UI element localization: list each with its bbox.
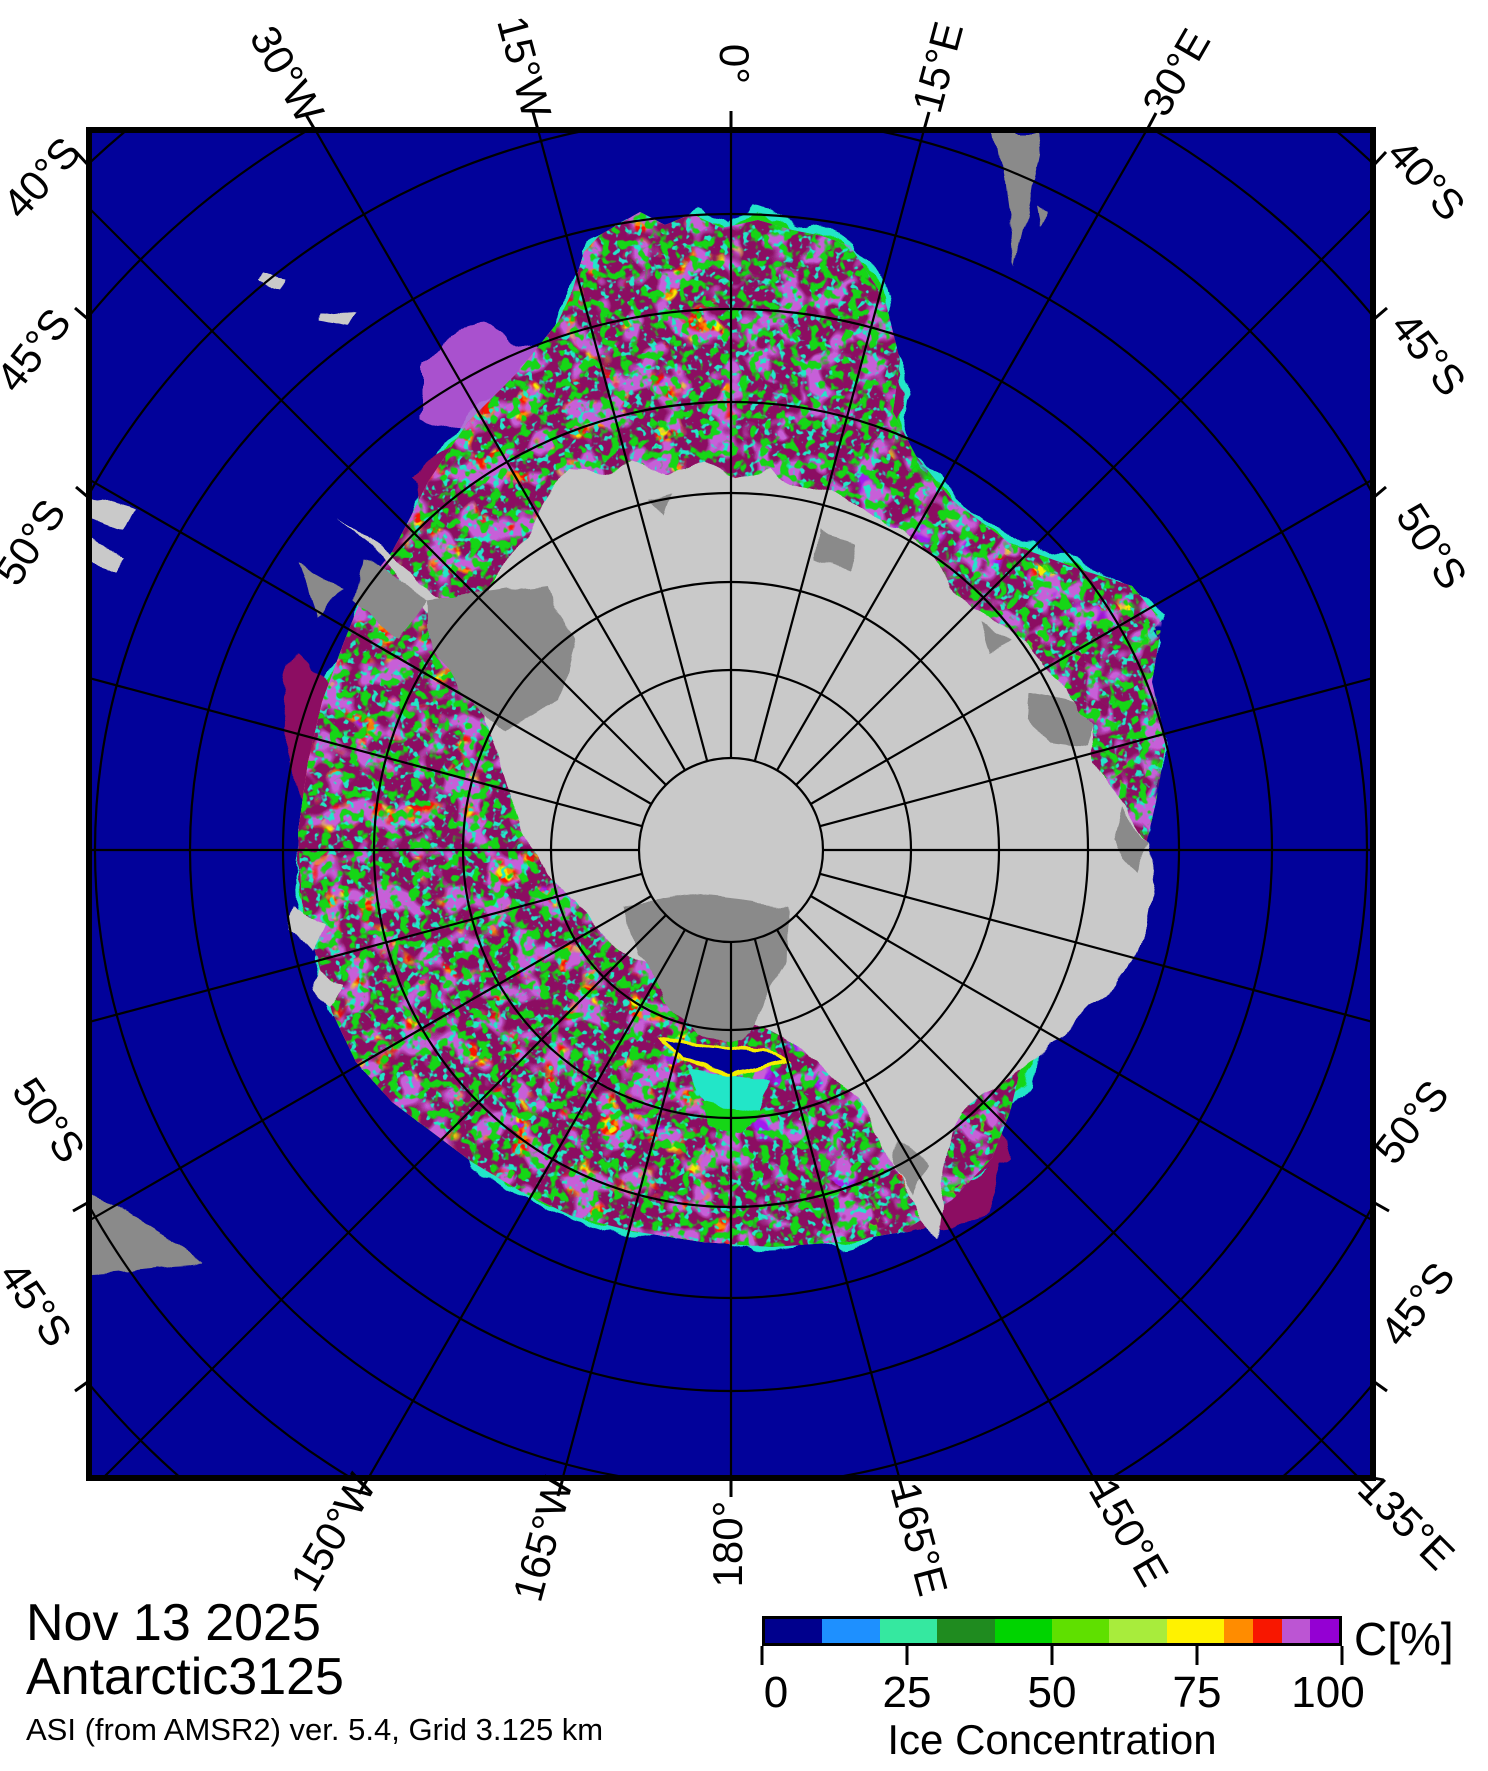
svg-text:180°: 180° <box>704 1501 751 1588</box>
colorbar-segment <box>1224 1619 1253 1643</box>
svg-text:30°W: 30°W <box>241 18 333 131</box>
colorbar-segment <box>1310 1619 1339 1643</box>
region-title: Antarctic3125 <box>26 1648 344 1707</box>
colorbar-tick <box>760 1646 764 1665</box>
colorbar-ticks <box>760 1646 1344 1666</box>
colorbar-tick-value: 25 <box>882 1668 932 1717</box>
colorbar: 0 25 50 75 100 <box>760 1616 1365 1717</box>
svg-text:50°S: 50°S <box>1365 1071 1458 1172</box>
svg-text:50°S: 50°S <box>3 1069 94 1171</box>
colorbar-segment <box>822 1619 880 1643</box>
title-block: Nov 13 2025 Antarctic3125 ASI (from AMSR… <box>26 1596 603 1746</box>
svg-text:50°S: 50°S <box>0 491 75 593</box>
svg-text:165°E: 165°E <box>882 1478 957 1601</box>
colorbar-tick-value: 50 <box>1027 1668 1077 1717</box>
svg-text:45°S: 45°S <box>0 299 80 400</box>
svg-text:45°S: 45°S <box>1371 1253 1464 1354</box>
svg-text:15°W: 15°W <box>488 11 560 123</box>
colorbar-segment <box>879 1619 938 1643</box>
svg-text:50°S: 50°S <box>1387 495 1476 597</box>
colorbar-tick-value: 0 <box>763 1668 789 1717</box>
colorbar-tick-value: 100 <box>1291 1668 1365 1717</box>
svg-text:40°S: 40°S <box>1378 130 1474 229</box>
colorbar-segment <box>1281 1619 1311 1643</box>
colorbar-tick <box>905 1646 909 1665</box>
colorbar-tick-labels: 0 25 50 75 100 <box>762 1666 1365 1717</box>
svg-text:15°E: 15°E <box>903 17 972 118</box>
colorbar-segment <box>1166 1619 1225 1643</box>
colorbar-segment <box>1051 1619 1110 1643</box>
colorbar-segment <box>1252 1619 1282 1643</box>
svg-text:165°W: 165°W <box>504 1472 582 1607</box>
svg-text:45°S: 45°S <box>0 1253 81 1355</box>
colorbar-tick <box>1195 1646 1199 1665</box>
colorbar-segment <box>937 1619 995 1643</box>
colorbar-unit-label: C[%] <box>1354 1613 1454 1665</box>
colorbar-segment <box>765 1619 823 1643</box>
svg-text:150°E: 150°E <box>1080 1471 1178 1594</box>
date-title: Nov 13 2025 <box>26 1594 321 1652</box>
colorbar-segment <box>1109 1619 1167 1643</box>
svg-text:40°S: 40°S <box>0 128 90 227</box>
colorbar-tick-value: 75 <box>1172 1668 1222 1717</box>
colorbar-axis-label: Ice Concentration <box>887 1716 1217 1763</box>
colorbar-gradient <box>762 1616 1342 1646</box>
colorbar-tick <box>1340 1646 1344 1665</box>
svg-text:0°: 0° <box>711 44 758 84</box>
colorbar-segment <box>994 1619 1052 1643</box>
svg-text:30°E: 30°E <box>1133 21 1219 124</box>
svg-text:45°S: 45°S <box>1382 303 1475 404</box>
colorbar-tick <box>1050 1646 1054 1665</box>
svg-text:150°W: 150°W <box>281 1465 385 1598</box>
svg-text:135°E: 135°E <box>1349 1464 1463 1578</box>
source-line: ASI (from AMSR2) ver. 5.4, Grid 3.125 km <box>26 1712 604 1748</box>
